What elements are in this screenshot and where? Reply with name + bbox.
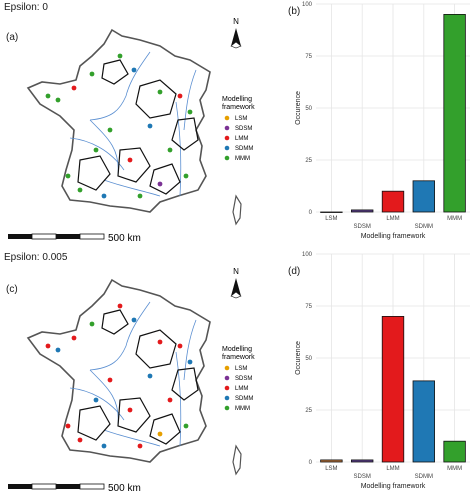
bar-chart-b: 0 25 50 75 100 LSM SDSM LMM SDMM MMM Modelling fra… [295,2,470,240]
bar-lsm [320,211,343,213]
north-arrow: N [230,17,242,49]
x-tick-label: SDSM [354,474,371,480]
y-tick-label: 100 [302,252,313,258]
legend-item-lsm: LSM [235,366,247,372]
legend-title-line1: Modelling [222,346,252,353]
y-tick-label: 0 [309,460,313,466]
x-tick-label: SDMM [415,474,433,480]
x-tick-label: SDMM [415,224,433,230]
y-axis-label: Occurence [295,341,302,375]
france-outline [26,28,242,226]
x-tick-label: LMM [386,216,399,222]
legend-title-line1: Modelling [222,96,252,103]
scalebar: 500 km [8,483,141,494]
x-tick-label: LSM [325,466,337,472]
catchments [77,309,199,445]
legend-item-mmm: MMM [235,156,250,162]
panel-letter-d: (d) [288,266,301,277]
epsilon-label-bottom: Epsilon: 0.005 [4,252,68,263]
scalebar-label: 500 km [108,483,141,494]
y-tick-label: 100 [302,2,313,8]
scalebar-label: 500 km [108,233,141,244]
bar-lsm [320,459,343,463]
x-tick-label: MMM [447,466,462,472]
bar-sdmm [412,380,435,463]
legend-title-line2: framework [222,354,255,361]
legend-title-line2: framework [222,104,255,111]
bar-sdmm [412,180,435,213]
bar-chart-d: 0 25 50 75 100 LSM SDSM LMM SDMM MMM Modelling fra… [295,252,470,490]
y-tick-label: 50 [305,106,312,112]
map-legend: Modelling framework LSM SDSM LMM SDMM MM… [222,96,255,162]
legend-item-mmm: MMM [235,406,250,412]
x-axis-label: Modelling framework [361,483,426,490]
bar-sdsm [351,459,374,463]
panel-letter-b: (b) [288,6,301,17]
epsilon-label-top: Epsilon: 0 [4,2,48,13]
x-tick-label: LMM [386,466,399,472]
bar-lmm [381,190,405,213]
x-tick-label: SDSM [354,224,371,230]
legend-item-lmm: LMM [235,386,248,392]
bar-mmm [443,13,466,213]
y-tick-label: 0 [309,210,313,216]
north-label: N [233,267,239,276]
legend-item-lsm: LSM [235,116,247,122]
panel-letter-c: (c) [6,284,18,295]
y-axis-label: Occurence [295,91,302,125]
legend-item-sdmm: SDMM [235,396,253,402]
y-tick-label: 25 [305,158,312,164]
bar-mmm [443,440,466,463]
bar-lmm [381,316,405,463]
station-points [45,303,193,449]
y-tick-label: 50 [305,356,312,362]
scalebar: 500 km [8,233,141,244]
y-tick-label: 75 [305,304,312,310]
bar-sdsm [351,209,374,213]
legend-item-sdsm: SDSM [235,376,252,382]
legend-item-lmm: LMM [235,136,248,142]
legend-item-sdsm: SDSM [235,126,252,132]
x-axis-label: Modelling framework [361,233,426,240]
north-label: N [233,17,239,26]
map-france-a: N 500 km Modelling framework LSM SDSM LM… [8,17,255,244]
x-tick-label: LSM [325,216,337,222]
rivers [69,51,197,197]
x-tick-label: MMM [447,216,462,222]
north-arrow: N [230,267,242,299]
catchments [77,59,199,195]
panel-letter-a: (a) [6,32,19,43]
map-legend: Modelling framework LSM SDSM LMM SDMM MM… [222,346,255,412]
station-points [45,53,193,199]
legend-item-sdmm: SDMM [235,146,253,152]
y-tick-label: 25 [305,408,312,414]
y-tick-label: 75 [305,54,312,60]
map-france-c: N 500 km Modelling framework LSM SDSM LM… [8,267,255,494]
france-outline [26,278,242,476]
